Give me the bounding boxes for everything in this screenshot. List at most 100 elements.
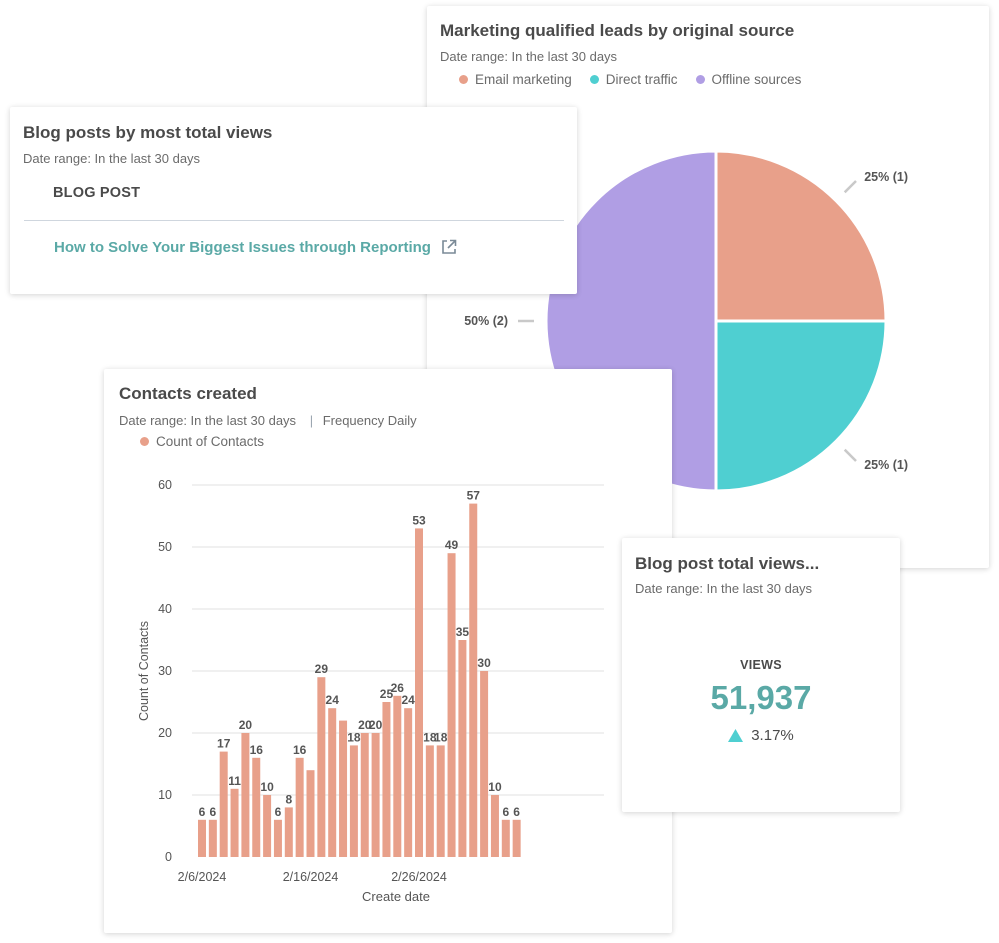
bar[interactable] [480,671,489,857]
bar[interactable] [349,745,358,857]
bar[interactable] [198,819,206,857]
bar[interactable] [263,795,272,857]
blog-views-card[interactable]: Blog post total views... Date range: In … [622,538,900,812]
mql-legend: Email marketing Direct traffic Offline s… [459,72,819,87]
bar[interactable] [415,528,423,857]
y-tick-label: 0 [165,850,172,864]
bar[interactable] [230,788,239,857]
bar-value-label: 10 [260,780,274,794]
pie-label-offline-sources: 50% (2) [464,314,508,328]
bar-value-label: 8 [285,792,292,806]
bar-value-label: 53 [412,513,426,527]
views-value: 51,937 [710,679,812,716]
bar[interactable] [295,757,304,857]
bar-value-label: 30 [477,656,491,670]
y-axis-title: Count of Contacts [137,621,151,721]
bar-value-label: 24 [326,693,340,707]
bar[interactable] [284,807,293,857]
bar-value-label: 18 [434,730,448,744]
y-tick-label: 30 [158,664,172,678]
x-tick-label: 2/16/2024 [283,870,339,884]
bar[interactable] [436,745,445,857]
bar-value-label: 24 [401,693,415,707]
blog-post-column-header: BLOG POST [53,185,141,201]
bar[interactable] [306,770,315,857]
bar-value-label: 6 [502,805,509,819]
external-link-icon[interactable] [440,238,458,256]
legend-item-offline-sources: Offline sources [695,72,802,87]
bar-value-label: 35 [456,625,470,639]
bar-value-label: 49 [445,538,459,552]
bar[interactable] [458,640,467,857]
bar[interactable] [273,819,282,857]
blog-card-title: Blog posts by most total views [23,123,273,142]
legend-dot-count-of-contacts [140,437,149,446]
bar[interactable] [360,733,369,857]
bar-value-label: 10 [488,780,502,794]
x-tick-label: 2/26/2024 [391,870,447,884]
bar[interactable] [208,819,217,857]
contacts-date-range-row: Date range: In the last 30 days | Freque… [119,413,417,428]
bar[interactable] [425,745,434,857]
legend-label-direct-traffic: Direct traffic [605,72,678,87]
bar-value-label: 29 [315,662,329,676]
y-tick-label: 20 [158,726,172,740]
pie-leader-line-direct-traffic [843,448,857,462]
y-tick-label: 60 [158,478,172,492]
bar[interactable] [501,819,510,857]
blog-date-range: Date range: In the last 30 days [23,151,201,166]
bar-value-label: 16 [293,743,307,757]
blog-posts-card[interactable]: Blog posts by most total views Date rang… [10,107,577,294]
views-change-row: 3.17% [622,727,900,744]
bar[interactable] [512,819,521,857]
bar[interactable] [219,751,228,857]
bar[interactable] [252,757,261,857]
bar[interactable] [469,503,478,857]
legend-item-email-marketing: Email marketing [459,72,572,87]
table-row[interactable]: How to Solve Your Biggest Issues through… [54,238,458,256]
bar-value-label: 18 [347,730,361,744]
legend-item-direct-traffic: Direct traffic [589,72,678,87]
bar[interactable] [328,708,337,857]
separator: | [309,413,314,428]
legend-label-offline-sources: Offline sources [711,72,802,87]
bar-value-label: 16 [250,743,264,757]
legend-label-count-of-contacts: Count of Contacts [156,434,265,449]
blog-post-link[interactable]: How to Solve Your Biggest Issues through… [54,238,431,256]
bar[interactable] [447,553,456,857]
pie-slice-email-marketing[interactable] [714,149,888,323]
pie-leader-line-email-marketing [843,180,857,194]
bar[interactable] [371,733,380,857]
table-divider [24,220,564,221]
contacts-created-card[interactable]: Contacts created Date range: In the last… [104,369,672,933]
triangle-up-icon [728,729,744,742]
bar-value-label: 20 [369,718,383,732]
pie-label-email-marketing: 25% (1) [864,170,908,184]
bar-value-label: 20 [239,718,253,732]
bar-value-label: 57 [467,489,481,503]
bar-value-label: 17 [217,737,231,751]
bar[interactable] [393,695,402,857]
legend-dot-direct-traffic [589,75,599,84]
bar-value-label: 25 [380,687,394,701]
bar[interactable] [382,702,391,857]
mql-date-range: Date range: In the last 30 days [440,49,618,64]
legend-dot-email-marketing [459,75,468,84]
bar[interactable] [490,795,499,857]
bar[interactable] [339,720,348,857]
contacts-frequency: Frequency Daily [322,413,417,428]
pie-label-direct-traffic: 25% (1) [864,458,908,472]
bar-value-label: 6 [210,805,217,819]
bar[interactable] [317,677,326,857]
bar-value-label: 6 [513,805,520,819]
bar[interactable] [241,733,250,857]
bar-value-label: 6 [275,805,282,819]
x-axis-title: Create date [362,889,430,904]
bar-value-label: 20 [358,718,372,732]
bar-value-label: 26 [391,681,405,695]
bar-value-label: 6 [199,805,206,819]
pie-slice-direct-traffic[interactable] [714,319,888,493]
y-tick-label: 50 [158,540,172,554]
bar[interactable] [404,708,413,857]
